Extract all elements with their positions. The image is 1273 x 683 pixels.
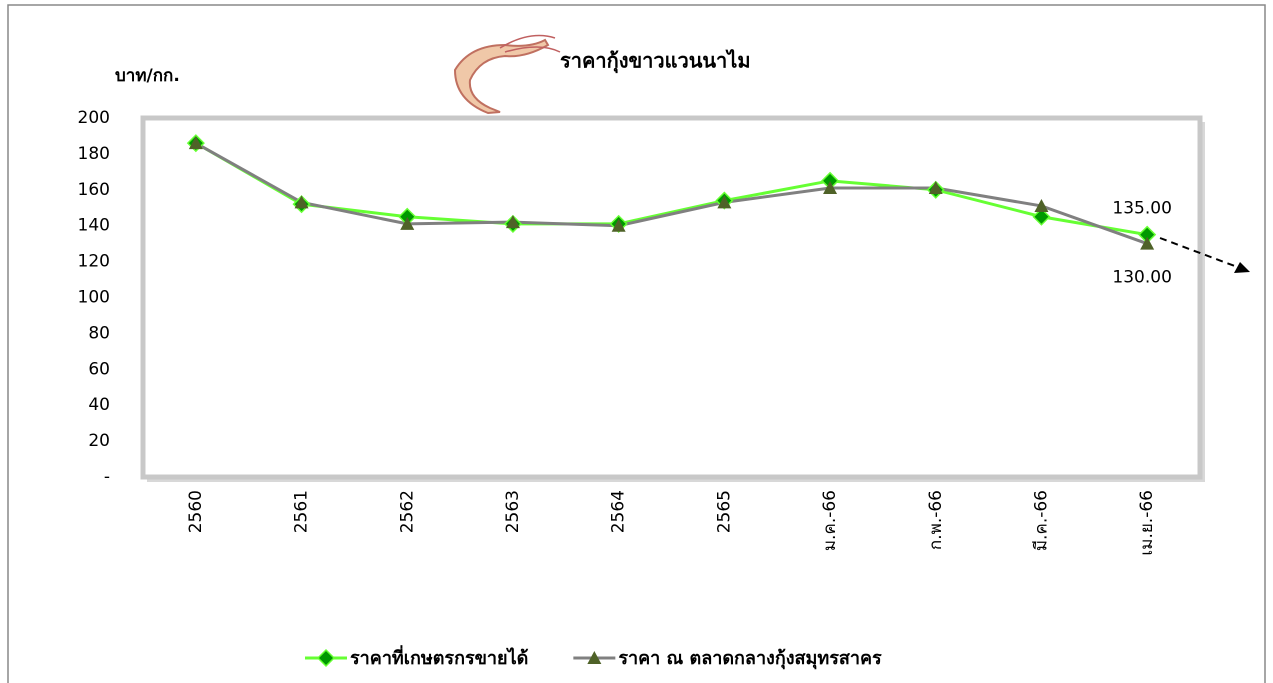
- x-tick-label: มี.ค.-66: [1031, 490, 1051, 551]
- x-tick-label: ม.ค.-66: [820, 490, 840, 551]
- y-tick-label: 100: [78, 288, 110, 308]
- x-tick-label: 2562: [397, 490, 417, 533]
- legend-label: ราคา ณ ตลาดกลางกุ้งสมุทรสาคร: [618, 648, 882, 670]
- y-tick-label: 20: [88, 431, 110, 451]
- y-axis-label: บาท/กก.: [115, 66, 180, 86]
- x-tick-label: 2561: [292, 490, 312, 533]
- y-tick-label: 140: [78, 216, 110, 236]
- y-tick-label: 120: [78, 252, 110, 272]
- x-tick-label: 2564: [609, 490, 629, 533]
- data-label: 135.00: [1112, 199, 1171, 219]
- chart-title: ราคากุ้งขาวแวนนาไม: [560, 49, 751, 74]
- y-tick-label: 40: [88, 395, 110, 415]
- x-tick-label: เม.ย.-66: [1137, 490, 1157, 556]
- x-tick-label: 2563: [503, 490, 523, 533]
- chart: ราคากุ้งขาวแวนนาไม บาท/กก. - 20 40 60 80 100 1…: [0, 0, 1273, 683]
- y-tick-label: 200: [78, 108, 110, 128]
- x-tick-label: ก.พ.-66: [926, 490, 946, 550]
- y-tick-label: 180: [78, 144, 110, 164]
- y-tick-label: 60: [88, 359, 110, 379]
- y-tick-label: -: [104, 467, 110, 487]
- y-tick-label: 160: [78, 180, 110, 200]
- legend-label: ราคาที่เกษตรกรขายได้: [350, 645, 528, 669]
- plot-area: [143, 118, 1200, 477]
- x-tick-label: 2565: [714, 490, 734, 533]
- y-tick-label: 80: [88, 323, 110, 343]
- x-tick-label: 2560: [186, 490, 206, 533]
- data-label: 130.00: [1112, 268, 1171, 288]
